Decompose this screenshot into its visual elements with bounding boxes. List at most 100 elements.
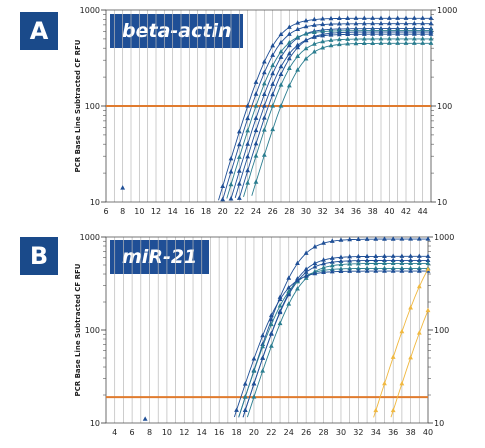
amplification-curve xyxy=(390,310,429,418)
data-point xyxy=(295,26,301,32)
x-tick-label: 10 xyxy=(134,207,144,216)
amplification-curve xyxy=(246,262,428,418)
data-point xyxy=(260,355,266,360)
data-point xyxy=(270,81,276,86)
x-tick-label: 40 xyxy=(384,207,394,216)
data-point xyxy=(338,266,344,271)
data-point xyxy=(261,59,267,64)
x-tick-label: 22 xyxy=(234,207,244,216)
data-point xyxy=(286,31,292,36)
data-point xyxy=(373,260,379,266)
data-point xyxy=(286,83,292,88)
data-point xyxy=(286,285,292,290)
data-point xyxy=(390,407,396,413)
data-point xyxy=(251,394,257,399)
amplification-curve xyxy=(218,17,431,201)
data-point xyxy=(286,50,292,56)
data-point xyxy=(390,260,396,266)
data-point xyxy=(220,196,226,202)
data-point xyxy=(361,15,367,20)
data-point xyxy=(253,115,259,120)
x-tick-label: 14 xyxy=(168,207,178,216)
data-point xyxy=(261,115,267,120)
data-point xyxy=(355,253,361,259)
data-point xyxy=(295,20,301,25)
data-point xyxy=(260,332,266,338)
data-point xyxy=(345,36,351,41)
data-point xyxy=(386,20,392,26)
gene-label-beta-actin: beta-actin xyxy=(110,14,244,48)
data-point xyxy=(295,286,300,291)
data-point xyxy=(353,40,359,46)
data-point xyxy=(338,258,344,263)
data-point xyxy=(270,126,276,132)
data-point xyxy=(303,250,309,255)
data-point xyxy=(312,260,318,266)
x-tick-label: 40 xyxy=(423,428,433,437)
data-point xyxy=(411,15,417,20)
y-tick-label: 1000 xyxy=(80,6,100,15)
data-point xyxy=(386,36,392,41)
data-point xyxy=(373,253,379,258)
data-point xyxy=(236,141,242,147)
amplification-curve xyxy=(251,42,431,196)
data-point xyxy=(286,301,292,306)
data-point xyxy=(261,81,267,86)
y-tick-label: 100 xyxy=(85,102,100,111)
data-point xyxy=(345,15,351,20)
x-tick-label: 30 xyxy=(301,207,311,216)
data-point xyxy=(345,20,351,26)
data-point xyxy=(311,49,317,54)
x-tick-label: 28 xyxy=(284,207,294,216)
data-point xyxy=(416,257,422,263)
data-point xyxy=(328,42,334,48)
data-point xyxy=(378,20,384,26)
data-point xyxy=(320,16,326,21)
x-tick-label: 8 xyxy=(147,428,152,437)
data-point xyxy=(234,407,239,412)
data-point xyxy=(278,54,284,59)
data-point xyxy=(277,309,283,315)
data-point xyxy=(411,36,417,41)
data-point xyxy=(428,15,434,20)
plot-frame xyxy=(105,236,429,424)
data-point xyxy=(425,253,431,258)
data-point xyxy=(303,23,309,29)
data-point xyxy=(408,236,413,241)
data-point xyxy=(386,40,392,45)
data-point xyxy=(345,31,351,36)
x-tick-label: 36 xyxy=(351,207,361,216)
data-point xyxy=(270,91,276,97)
data-point xyxy=(278,103,284,108)
amplification-curve xyxy=(243,38,431,198)
data-point xyxy=(253,140,259,146)
data-point xyxy=(277,296,283,301)
data-point xyxy=(403,36,409,41)
data-point xyxy=(329,238,335,243)
y-tick-label: 100 xyxy=(85,326,100,335)
data-point xyxy=(236,154,242,159)
data-point xyxy=(416,265,422,270)
x-tick-label: 26 xyxy=(268,207,278,216)
data-point xyxy=(428,20,434,26)
amplification-curve xyxy=(373,269,429,418)
data-point xyxy=(347,236,353,242)
data-point xyxy=(286,42,292,48)
data-point xyxy=(403,20,409,26)
data-point xyxy=(382,380,387,386)
data-point xyxy=(303,31,309,36)
data-point xyxy=(355,260,361,266)
data-point xyxy=(399,260,405,266)
x-tick-label: 22 xyxy=(266,428,276,437)
data-point xyxy=(329,255,335,260)
data-point xyxy=(353,36,359,41)
data-point xyxy=(328,15,334,21)
isolated-data-point xyxy=(142,416,148,421)
data-point xyxy=(245,167,251,173)
data-point xyxy=(261,69,267,75)
amplification-curve xyxy=(238,31,431,199)
data-point xyxy=(370,15,376,20)
data-point xyxy=(416,260,422,266)
data-point xyxy=(386,15,392,20)
data-point xyxy=(251,368,257,373)
